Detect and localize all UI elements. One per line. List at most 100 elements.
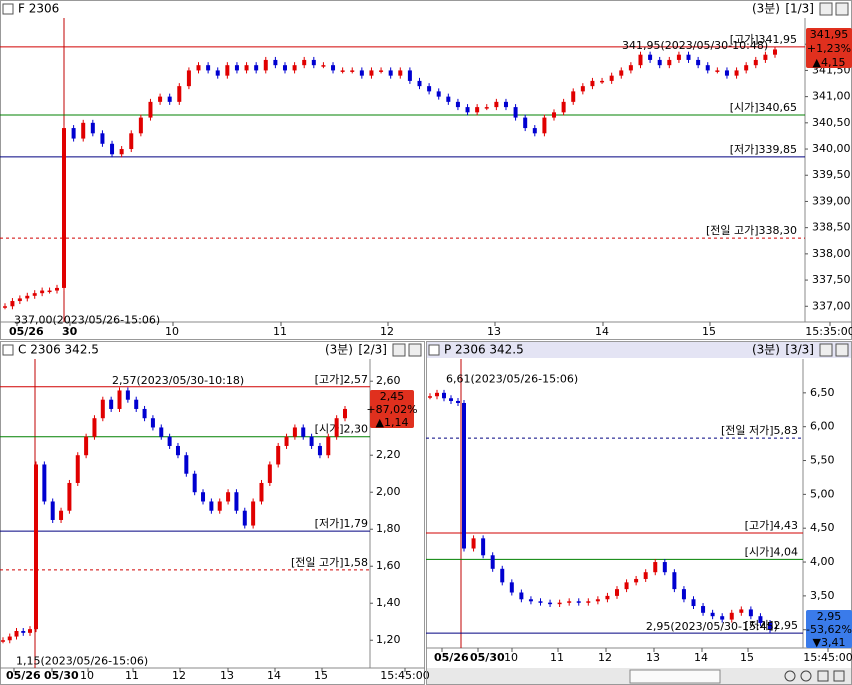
candle bbox=[388, 70, 393, 76]
window-button[interactable] bbox=[835, 2, 849, 16]
candle bbox=[81, 122, 86, 139]
zoom-out[interactable] bbox=[784, 670, 796, 682]
prev-btn[interactable] bbox=[817, 670, 829, 682]
candle bbox=[21, 630, 26, 633]
candle bbox=[696, 59, 701, 66]
x-tick-label: 15 bbox=[740, 651, 754, 664]
panel-index: [3/3] bbox=[785, 343, 814, 357]
candle bbox=[513, 107, 518, 118]
candle bbox=[217, 501, 222, 511]
window-button[interactable] bbox=[392, 343, 406, 357]
y-tick-label: 341,00 bbox=[812, 90, 851, 103]
candle bbox=[503, 101, 508, 108]
candle bbox=[615, 589, 619, 596]
candle bbox=[284, 436, 289, 446]
panel-index: [2/3] bbox=[358, 343, 387, 357]
panel-index: [1/3] bbox=[785, 2, 814, 16]
price-box-line: ▼3,41 bbox=[813, 636, 846, 649]
candle bbox=[59, 510, 64, 520]
candle bbox=[662, 562, 667, 573]
candle bbox=[542, 117, 547, 134]
annotation: 2,57(2023/05/30-10:18) bbox=[112, 374, 244, 387]
candle bbox=[242, 510, 247, 526]
scrollbar[interactable] bbox=[426, 668, 852, 685]
y-tick-label: 2,60 bbox=[376, 374, 401, 387]
candle bbox=[359, 70, 364, 76]
candle bbox=[427, 86, 432, 92]
candle bbox=[244, 65, 249, 71]
candle bbox=[528, 599, 533, 602]
y-tick-label: 338,00 bbox=[812, 247, 851, 260]
scroll-thumb[interactable] bbox=[629, 669, 721, 684]
y-tick-label: 2,00 bbox=[376, 485, 401, 498]
x-tick-label: 14 bbox=[595, 325, 609, 338]
candle bbox=[681, 589, 686, 600]
candle bbox=[84, 436, 89, 456]
window-button[interactable] bbox=[408, 343, 422, 357]
candle bbox=[350, 70, 355, 72]
candle bbox=[138, 117, 143, 134]
checkbox[interactable] bbox=[428, 344, 440, 356]
candle bbox=[301, 427, 306, 437]
candle bbox=[142, 408, 147, 419]
candle bbox=[254, 65, 259, 71]
candle bbox=[292, 65, 297, 71]
candle bbox=[175, 445, 180, 456]
candle bbox=[192, 473, 197, 493]
period: (3분) bbox=[752, 343, 780, 357]
candle bbox=[484, 107, 489, 109]
window-button[interactable] bbox=[835, 343, 849, 357]
x-tick-label: 11 bbox=[273, 325, 287, 338]
candle bbox=[186, 70, 191, 87]
y-tick-label: 340,00 bbox=[812, 142, 851, 155]
reference-label: [전일 고가]338,30 bbox=[706, 223, 797, 237]
candle bbox=[417, 80, 422, 87]
candle bbox=[50, 501, 55, 520]
zoom-in[interactable] bbox=[800, 670, 812, 682]
price-box-line: -53,62% bbox=[806, 623, 852, 636]
price-box-line: 341,95 bbox=[810, 28, 849, 41]
candle bbox=[71, 128, 76, 139]
y-tick-label: 2,20 bbox=[376, 448, 401, 461]
y-tick-label: 339,00 bbox=[812, 194, 851, 207]
candle bbox=[734, 70, 739, 76]
candle bbox=[7, 636, 12, 641]
candle bbox=[643, 572, 648, 579]
candle bbox=[215, 70, 220, 76]
candle bbox=[47, 290, 52, 293]
y-tick-label: 337,50 bbox=[812, 273, 851, 286]
candle bbox=[586, 601, 591, 603]
panel-title: P 2306 342.5 bbox=[444, 343, 524, 357]
candle bbox=[109, 399, 114, 409]
candle bbox=[638, 54, 643, 66]
checkbox[interactable] bbox=[2, 3, 14, 15]
x-tick-label: 05/30 bbox=[470, 651, 505, 664]
candle bbox=[34, 464, 38, 630]
candle bbox=[455, 101, 460, 108]
candle bbox=[580, 86, 585, 92]
next-btn[interactable] bbox=[833, 670, 845, 682]
candle bbox=[523, 117, 528, 129]
candle bbox=[150, 418, 155, 428]
panel-header bbox=[1, 342, 424, 358]
candle bbox=[481, 538, 486, 556]
window-button[interactable] bbox=[819, 343, 833, 357]
y-tick-label: 1,40 bbox=[376, 596, 401, 609]
candle bbox=[379, 70, 384, 72]
y-tick-label: 339,50 bbox=[812, 168, 851, 181]
candle bbox=[331, 65, 336, 71]
checkbox[interactable] bbox=[2, 344, 14, 356]
candle bbox=[177, 86, 182, 102]
window-button[interactable] bbox=[819, 2, 833, 16]
candle bbox=[600, 80, 605, 83]
price-box-line: +1,23% bbox=[807, 42, 851, 55]
x-tick-label: 05/30 bbox=[44, 669, 79, 682]
candle bbox=[119, 149, 124, 155]
candle bbox=[40, 290, 45, 294]
candle bbox=[676, 54, 681, 60]
x-tick-label: 13 bbox=[220, 669, 234, 682]
candle bbox=[561, 101, 566, 113]
y-tick-label: 340,50 bbox=[812, 116, 851, 129]
candle bbox=[634, 578, 639, 583]
